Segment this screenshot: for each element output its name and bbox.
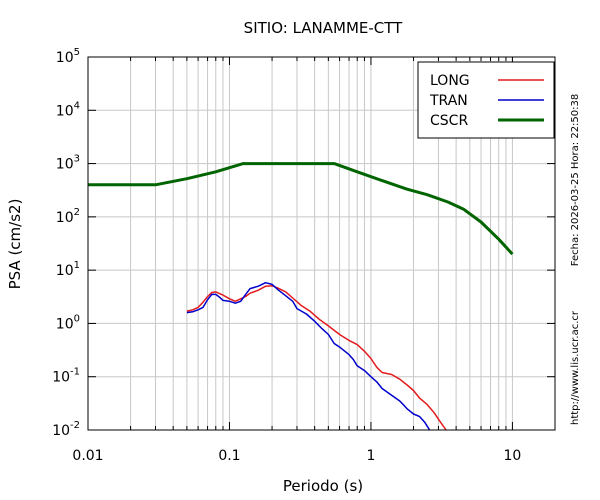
date-time-stamp: Fecha: 2026-03-25 Hora: 22:50:38 — [570, 94, 581, 267]
y-tick-label: 100 — [56, 313, 80, 332]
series-line-cscr — [88, 162, 514, 256]
y-tick-label: 101 — [56, 260, 80, 279]
series-lines — [88, 162, 514, 430]
chart-title: SITIO: LANAMME-CTT — [244, 19, 403, 37]
y-tick-label: 105 — [56, 47, 80, 66]
x-tick-label: 10 — [503, 448, 521, 464]
legend-label-tran: TRAN — [429, 93, 468, 109]
y-tick-label: 10-1 — [52, 367, 80, 386]
legend-label-long: LONG — [430, 73, 470, 89]
legend-label-cscr: CSCR — [430, 113, 468, 129]
grid — [87, 56, 556, 431]
x-axis-title: Periodo (s) — [283, 477, 363, 495]
x-tick-label: 1 — [366, 448, 375, 464]
website-url: http://www.lis.ucr.ac.cr — [570, 310, 581, 425]
x-tick-label: 0.01 — [72, 448, 103, 464]
series-line-long — [186, 284, 447, 430]
legend: LONG TRAN CSCR — [417, 61, 555, 139]
y-tick-label: 104 — [56, 100, 80, 119]
series-line-tran — [186, 281, 431, 430]
y-axis-title: PSA (cm/s2) — [6, 199, 24, 290]
y-tick-label: 10-2 — [52, 420, 80, 439]
x-tick-label: 0.1 — [218, 448, 240, 464]
y-tick-label: 102 — [56, 207, 80, 226]
ticks: 0.01 0.1 1 10 10-2 10-1 100 101 102 103 104 105 — [52, 47, 556, 464]
plot-frame — [87, 56, 556, 431]
y-tick-label: 103 — [56, 154, 80, 173]
